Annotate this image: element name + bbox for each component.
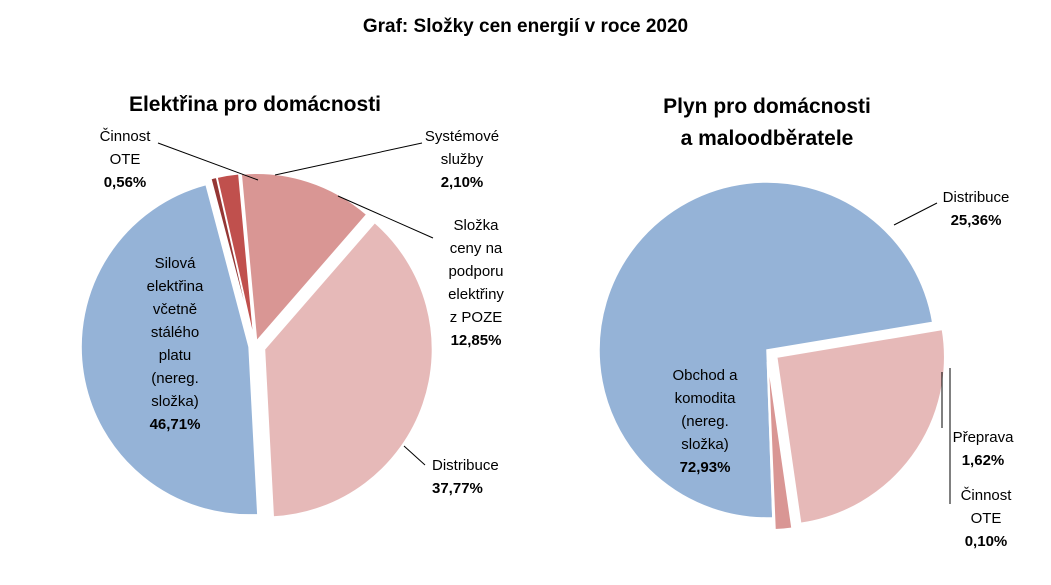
pie-slice — [598, 181, 934, 519]
chart-title: a maloodběratele — [681, 127, 854, 150]
pie-slice — [80, 183, 259, 516]
pie-slice — [216, 172, 255, 342]
slice-label: Silová elektřina včetně stálého platu (nereg.… — [147, 255, 204, 433]
leader-line — [274, 142, 423, 176]
chart-title: Elektřina pro domácnosti — [129, 93, 381, 116]
pie-slice — [263, 221, 434, 518]
pie-slice — [240, 172, 368, 344]
slice-label: Přeprava 1,62% — [953, 429, 1015, 469]
slice-label: Distribuce 25,36% — [943, 189, 1010, 229]
slice-label: Činnost OTE 0,10% — [961, 487, 1013, 550]
pie-chart-1: Elektřina pro domácnosti Silová elektřina v… — [80, 93, 504, 518]
pie-chart-2: Plyn pro domácnosti a maloodběratele Obcho… — [598, 95, 1015, 550]
slice-label: Činnost OTE 0,56% — [100, 128, 152, 191]
leader-line — [337, 195, 434, 239]
leader-line — [893, 202, 938, 226]
slice-label: Distribuce 37,77% — [432, 457, 499, 497]
main-title: Graf: Složky cen energií v roce 2020 — [362, 16, 689, 37]
pie-slice — [766, 361, 776, 531]
pie-slice — [775, 328, 946, 525]
slice-label: Obchod a komodita (nereg. složka) 72,93% — [672, 367, 738, 476]
slice-label: Systémové služby 2,10% — [425, 128, 499, 191]
slice-label: Složka ceny na podporu elektřiny z POZE 12,85… — [448, 217, 504, 349]
chart-title: Plyn pro domácnosti — [663, 95, 871, 118]
leader-line — [157, 142, 259, 181]
leader-line — [403, 445, 426, 466]
